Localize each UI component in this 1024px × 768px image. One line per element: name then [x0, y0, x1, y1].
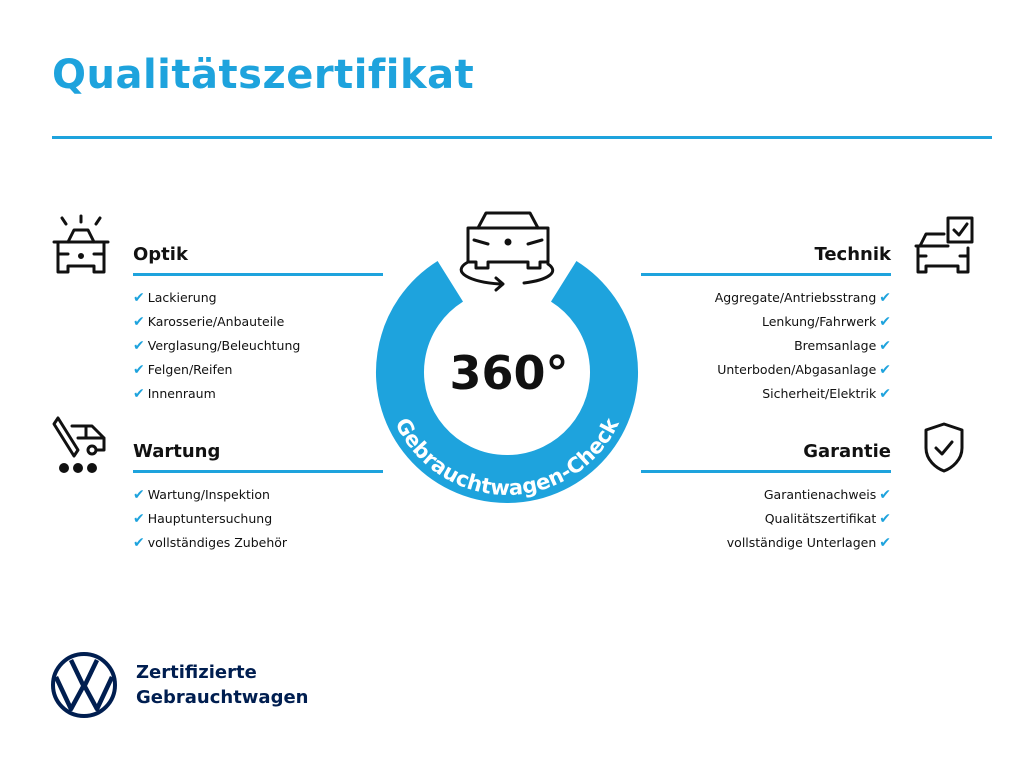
section-heading: Garantie [803, 441, 891, 462]
list-item: ✔ Felgen/Reifen [133, 362, 233, 378]
section-garantie: Garantie Garantienachweis ✔ Qualitätszert… [641, 440, 891, 555]
list-item: ✔ Innenraum [133, 386, 216, 402]
section-divider [133, 470, 383, 473]
blue-ring [376, 260, 638, 503]
section-technik: Technik Aggregate/Antriebsstrang ✔ Lenkun… [641, 243, 891, 406]
list-item: Bremsanlage ✔ [794, 338, 891, 354]
list-item: Garantienachweis ✔ [763, 487, 891, 503]
list-item: ✔ Lackierung [133, 290, 217, 306]
check-icon: ✔ [133, 362, 145, 378]
list-item: ✔ Wartung/Inspektion [133, 487, 270, 503]
check-icon: ✔ [879, 511, 891, 527]
section-divider [641, 470, 891, 473]
check-icon: ✔ [133, 535, 145, 551]
check-icon: ✔ [133, 386, 145, 402]
check-icon: ✔ [133, 511, 145, 527]
title-divider [52, 136, 992, 139]
shield-check-icon [924, 422, 964, 473]
list-item: Lenkung/Fahrwerk ✔ [762, 314, 891, 330]
section-heading: Wartung [133, 441, 221, 462]
section-divider [133, 273, 383, 276]
car-rotate-icon [459, 211, 555, 292]
check-icon: ✔ [133, 338, 145, 354]
check-icon: ✔ [879, 338, 891, 354]
check-icon: ✔ [133, 314, 145, 330]
list-item: Aggregate/Antriebsstrang ✔ [714, 290, 891, 306]
car-checklist-icon [914, 216, 974, 274]
car-lights-icon [52, 214, 110, 274]
check-icon: ✔ [879, 314, 891, 330]
section-heading: Optik [133, 244, 188, 265]
footer-line1: Zertifizierte [136, 662, 257, 683]
footer-brand-text: Zertifizierte Gebrauchtwagen [136, 660, 308, 710]
check-icon: ✔ [879, 487, 891, 503]
section-optik: Optik ✔ Lackierung ✔ Karosserie/Anbauteile… [133, 243, 383, 406]
section-wartung: Wartung ✔ Wartung/Inspektion ✔ Hauptunters… [133, 440, 383, 555]
list-item: Qualitätszertifikat ✔ [764, 511, 891, 527]
check-icon: ✔ [133, 487, 145, 503]
vw-logo [51, 652, 117, 718]
360-label: 360° [449, 346, 568, 400]
list-item: Sicherheit/Elektrik ✔ [762, 386, 891, 402]
check-icon: ✔ [879, 290, 891, 306]
list-item: ✔ Verglasung/Beleuchtung [133, 338, 301, 354]
section-heading: Technik [814, 244, 891, 265]
list-item: Unterboden/Abgasanlage ✔ [717, 362, 891, 378]
page-title: Qualitätszertifikat [52, 52, 475, 98]
check-icon: ✔ [879, 362, 891, 378]
section-divider [641, 273, 891, 276]
check-icon: ✔ [879, 535, 891, 551]
check-icon: ✔ [133, 290, 145, 306]
list-item: vollständige Unterlagen ✔ [726, 535, 891, 551]
footer-line2: Gebrauchtwagen [136, 687, 309, 708]
check-icon: ✔ [879, 386, 891, 402]
list-item: ✔ Hauptuntersuchung [133, 511, 273, 527]
list-item: ✔ Karosserie/Anbauteile [133, 314, 285, 330]
list-item: ✔ vollständiges Zubehör [133, 535, 288, 551]
service-tools-icon [52, 416, 106, 473]
